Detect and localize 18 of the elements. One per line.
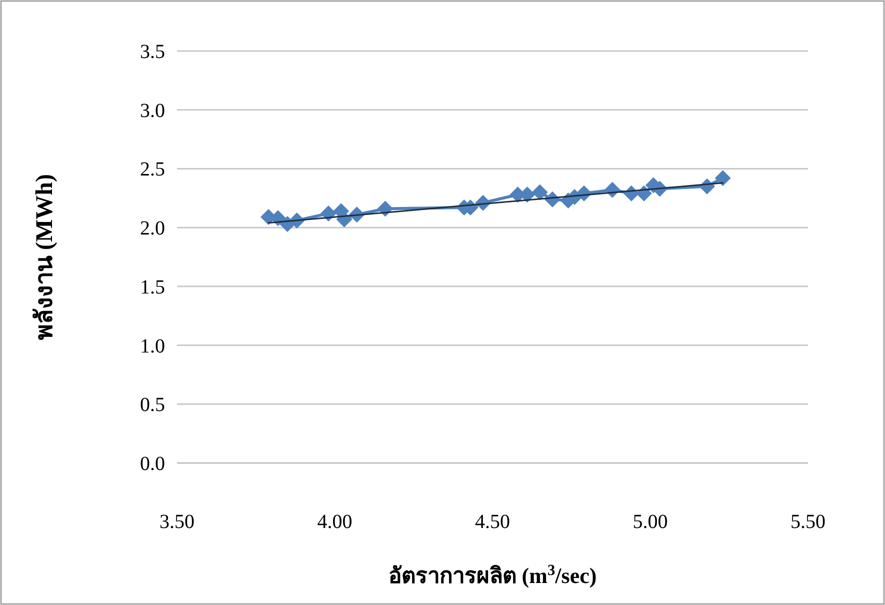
x-tick-label: 5.50 [790, 511, 826, 533]
y-axis-title: พลังงาน (MWh) [32, 174, 58, 340]
y-tick-label: 0.5 [140, 394, 165, 416]
x-tick-label: 4.50 [475, 511, 510, 533]
y-tick-label: 2.5 [140, 158, 165, 181]
x-tick-label: 4.00 [317, 511, 352, 533]
y-tick-label: 1.0 [140, 335, 165, 358]
point [377, 200, 394, 217]
x-axis-title: อัตราการผลิต (m$^{3}$/sec) [388, 562, 597, 588]
y-tick-label: 2.0 [140, 218, 165, 240]
point [532, 184, 548, 200]
x-tick-label: 5.00 [632, 511, 668, 533]
y-tick-label: 3.5 [140, 41, 165, 63]
y-tick-label: 1.5 [140, 276, 165, 298]
y-tick-label: 3.0 [140, 100, 165, 122]
y-tick-label: 0.0 [140, 453, 165, 475]
point [714, 170, 731, 186]
x-tick-label: 3.50 [160, 511, 194, 533]
